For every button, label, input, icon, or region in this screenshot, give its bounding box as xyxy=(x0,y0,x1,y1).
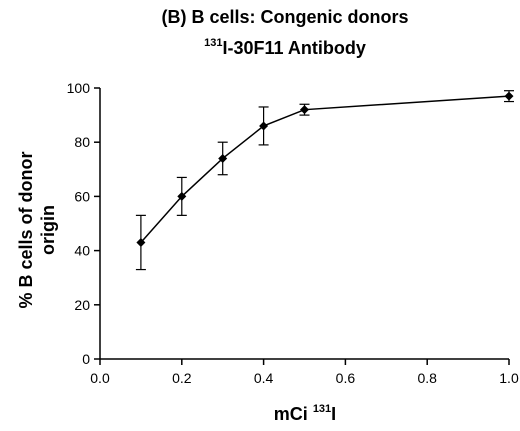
y-tick-label: 20 xyxy=(74,297,90,313)
y-tick-label: 100 xyxy=(67,80,91,96)
data-point xyxy=(218,153,228,163)
x-tick-label: 0.6 xyxy=(336,370,356,386)
data-point xyxy=(300,105,309,115)
x-tick-label: 0.2 xyxy=(172,370,192,386)
y-axis-label-line2: origin xyxy=(38,205,58,255)
data-point xyxy=(177,191,187,201)
x-tick-label: 0.0 xyxy=(90,370,110,386)
x-axis-label-text: mCi xyxy=(274,404,313,424)
chart-subtitle-text: I-30F11 Antibody xyxy=(223,38,366,58)
chart-subtitle: 131I-30F11 Antibody xyxy=(204,37,366,58)
x-tick-label: 0.8 xyxy=(417,370,437,386)
y-axis-label-line1: % B cells of donor xyxy=(16,151,36,308)
y-tick-label: 80 xyxy=(74,134,90,150)
data-point xyxy=(259,121,269,131)
x-tick-label: 0.4 xyxy=(254,370,274,386)
chart-subtitle-sup: 131 xyxy=(204,37,222,49)
y-tick-label: 60 xyxy=(74,188,90,204)
x-axis-label: mCi 131I xyxy=(274,403,336,424)
y-tick-label: 0 xyxy=(82,351,90,367)
x-tick-label: 1.0 xyxy=(499,370,519,386)
series-line xyxy=(140,95,510,243)
x-axis-label-tail: I xyxy=(331,404,336,424)
chart-title: (B) B cells: Congenic donors xyxy=(161,7,408,27)
y-tick-label: 40 xyxy=(74,243,90,259)
data-point xyxy=(136,237,146,247)
x-axis-label-sup: 131 xyxy=(313,403,331,415)
data-point xyxy=(504,91,514,101)
